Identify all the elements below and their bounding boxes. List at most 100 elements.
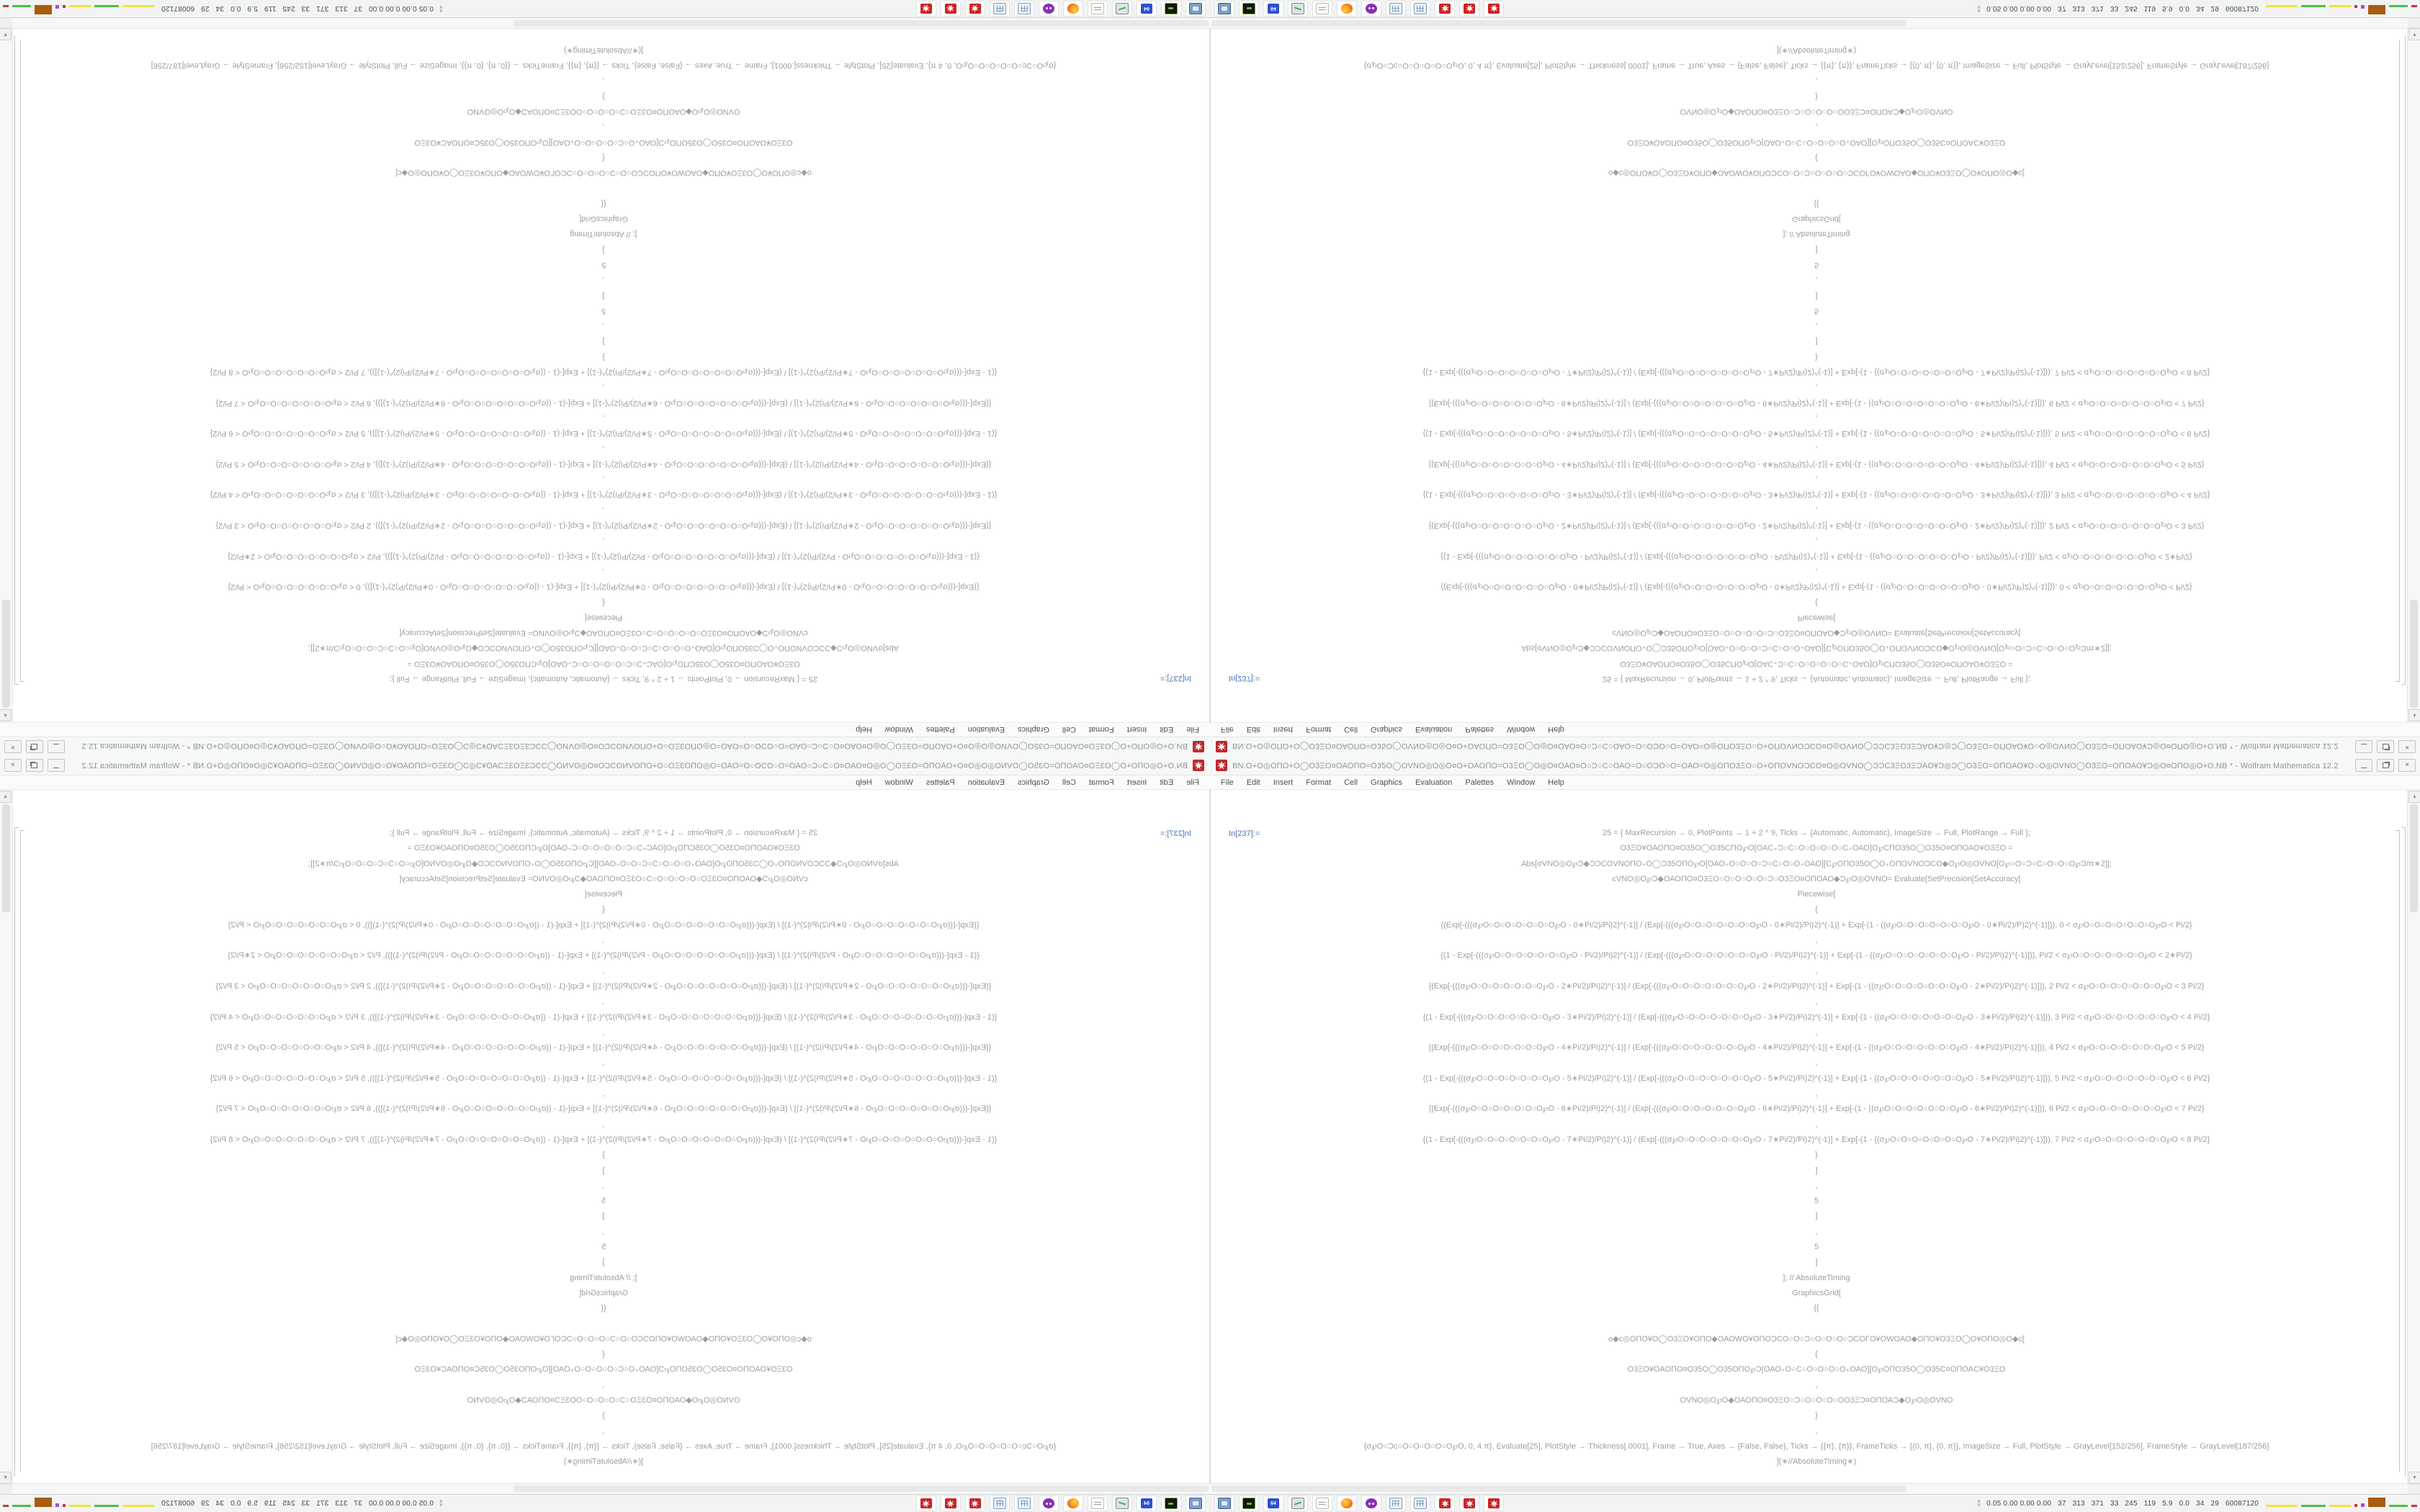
code-line[interactable]: {(Exp[-(((σ℘Ο○Ο○Ο○Ο○Ο○Ο○Ο℘Ο - 2∗Pi/2)/Pi… bbox=[215, 521, 992, 531]
code-line[interactable]: , bbox=[1815, 997, 1818, 1007]
code-line[interactable]: o◆c◎ΟΠΟ¥Ο◯Ο3ΞΟ¥ΟΠΟ◆ΟΑΟWΟ¥ΟΠΟƆCΟ○Ο○Ɔ○Ο○Ο○… bbox=[1608, 1334, 2025, 1344]
vertical-scrollbar[interactable]: ▲ ▼ bbox=[2407, 790, 2420, 1485]
code-line[interactable]: {(1 - Exp[-(((σ℘Ο○Ο○Ο○Ο○Ο○Ο○Ο℘Ο - Pi/2)/… bbox=[228, 951, 980, 960]
boot-drive-icon[interactable] bbox=[1161, 1, 1181, 17]
code-line[interactable]: cVΝΟ◎Ο℘Ɔ◆ΟΑΟΠΟ¤Ο3ΞΟ○Ο○Ο○Ο○Ο○Ɔ○Ο3ΞΟ¤ΟΠΟΑΟ… bbox=[1612, 874, 2021, 883]
code-line[interactable]: {(1 - Exp[-(((σ℘Ο○Ο○Ο○Ο○Ο○Ο○Ο℘Ο - Pi/2)/… bbox=[1440, 951, 2192, 960]
code-line[interactable]: { bbox=[1815, 905, 1818, 914]
code-line[interactable]: ] bbox=[1815, 1166, 1818, 1175]
scroll-down-button[interactable]: ▼ bbox=[2408, 28, 2420, 40]
menu-item-graphics[interactable]: Graphics bbox=[1371, 778, 1403, 787]
owl-app-icon[interactable] bbox=[1361, 1495, 1381, 1511]
restore-button[interactable] bbox=[2377, 759, 2394, 772]
close-button[interactable]: × bbox=[2398, 759, 2416, 772]
code-line[interactable] bbox=[1250, 1470, 2383, 1485]
code-line[interactable]: Abs[σVΝΟ◎Ο℘Ɔ◆ƆƆCΟVΝΟΠΟ₊Ο◯Ɔ35ΟΠΟ℘Ο[ΟΑΟ₊Ο○… bbox=[1521, 644, 2112, 653]
menu-item-file[interactable]: File bbox=[1186, 725, 1199, 734]
menu-item-palettes[interactable]: Palettes bbox=[1465, 778, 1494, 787]
code-line[interactable]: { bbox=[1815, 153, 1818, 162]
code-line[interactable]: , bbox=[602, 383, 605, 392]
code-line[interactable]: {(1 - Exp[-(((σ℘Ο○Ο○Ο○Ο○Ο○Ο○Ο℘Ο - 7∗Pi/2… bbox=[210, 1135, 998, 1144]
boot-drive-icon[interactable] bbox=[1239, 1, 1259, 17]
menu-item-format[interactable]: Format bbox=[1306, 778, 1332, 787]
notebook-content[interactable]: In[237]:= 25 = { MaxRecursion → 0, PlotP… bbox=[0, 27, 1210, 722]
menu-item-insert[interactable]: Insert bbox=[1273, 725, 1294, 734]
code-line[interactable]: , bbox=[1815, 413, 1818, 423]
code-line[interactable]: { bbox=[1815, 1350, 1818, 1359]
cell-bracket-inner[interactable] bbox=[2396, 40, 2400, 682]
mathematica-icon-2[interactable] bbox=[941, 1, 961, 17]
mathematica-icon-3[interactable] bbox=[916, 1495, 936, 1511]
code-line[interactable]: , bbox=[602, 276, 605, 285]
code-line[interactable]: {{ bbox=[1814, 199, 1819, 208]
code-line[interactable]: Piecewise[ bbox=[1797, 890, 1836, 899]
code-line[interactable] bbox=[37, 1317, 1170, 1332]
mathematica-icon-3[interactable] bbox=[1484, 1, 1504, 17]
cell-bracket-outer[interactable] bbox=[2401, 36, 2406, 685]
code-line[interactable]: {(Exp[-(((σ℘Ο○Ο○Ο○Ο○Ο○Ο○Ο℘Ο - 2∗Pi/2)/Pi… bbox=[1428, 521, 2205, 531]
code-line[interactable]: , bbox=[602, 444, 605, 454]
calculator-icon-2[interactable] bbox=[990, 1495, 1010, 1511]
menu-item-evaluation[interactable]: Evaluation bbox=[967, 778, 1005, 787]
code-line[interactable]: {(Exp[-(((σ℘Ο○Ο○Ο○Ο○Ο○Ο○Ο℘Ο - 0∗Pi/2)/Pi… bbox=[1440, 920, 2192, 930]
code-line[interactable]: {σ℘Ο○Ɔc○Ο○Ο○Ο○Ο○Ο℘Ο, 0, 4 π}, Evaluate[2… bbox=[151, 1441, 1057, 1451]
code-line[interactable]: 5 bbox=[601, 1243, 606, 1252]
menu-item-evaluation[interactable]: Evaluation bbox=[1415, 778, 1453, 787]
code-line[interactable]: , bbox=[1815, 1426, 1818, 1436]
notepad-icon[interactable] bbox=[1312, 1, 1332, 17]
code-line[interactable]: ]; // AbsoluteTiming bbox=[570, 230, 637, 239]
code-line[interactable]: , bbox=[602, 1058, 605, 1068]
code-line[interactable]: , bbox=[1815, 1089, 1818, 1099]
calculator-icon-2[interactable] bbox=[1410, 1495, 1430, 1511]
code-line[interactable]: 25 = { MaxRecursion → 0, PlotPoints → 1 … bbox=[390, 675, 817, 683]
restore-button[interactable] bbox=[26, 759, 43, 772]
mathematica-icon-2[interactable] bbox=[1459, 1495, 1479, 1511]
menu-item-evaluation[interactable]: Evaluation bbox=[1415, 725, 1453, 734]
code-line[interactable]: ] bbox=[1815, 245, 1818, 254]
horizontal-scrollbar[interactable] bbox=[12, 1483, 1210, 1495]
cell-bracket-inner[interactable] bbox=[2396, 830, 2400, 1472]
code-line[interactable]: ] bbox=[602, 291, 605, 300]
system-settings-icon[interactable] bbox=[1186, 1, 1206, 17]
code-line[interactable]: ] bbox=[602, 245, 605, 254]
notepad-icon[interactable] bbox=[1312, 1495, 1332, 1511]
code-line[interactable]: {(Exp[-(((σ℘Ο○Ο○Ο○Ο○Ο○Ο○Ο℘Ο - 6∗Pi/2)/Pi… bbox=[1428, 1104, 2205, 1114]
cell-bracket-inner[interactable] bbox=[20, 40, 24, 682]
minimize-button[interactable] bbox=[2355, 759, 2372, 772]
window-titlebar[interactable]: ΒΝ.Ο+Ο◎ΟΠΟ+Ο◯Ο3ΞΟ¤ΟΑΟΠΟ=Ο35Ο◯ΟVΝΟ◎Ο◎Ο¤Ο+… bbox=[1210, 737, 2420, 756]
code-line[interactable]: 5 bbox=[1814, 1243, 1819, 1252]
code-line[interactable] bbox=[37, 1470, 1170, 1485]
tray-expander-icon[interactable]: ∧ ∨ bbox=[439, 1499, 443, 1508]
code-line[interactable]: {(1 - Exp[-(((σ℘Ο○Ο○Ο○Ο○Ο○Ο○Ο℘Ο - 3∗Pi/2… bbox=[210, 1012, 998, 1022]
code-line[interactable]: {(Exp[-(((σ℘Ο○Ο○Ο○Ο○Ο○Ο○Ο℘Ο - 4∗Pi/2)/Pi… bbox=[215, 459, 992, 469]
horizontal-scroll-thumb[interactable] bbox=[514, 1485, 1209, 1492]
code-line[interactable]: , bbox=[1815, 276, 1818, 285]
code-line[interactable]: cVΝΟ◎Ο℘Ɔ◆ΟΑΟΠΟ¤Ο3ΞΟ○Ο○Ο○Ο○Ο○Ɔ○Ο3ΞΟ¤ΟΠΟΑΟ… bbox=[399, 629, 808, 638]
code-line[interactable]: {(1 - Exp[-(((σ℘Ο○Ο○Ο○Ο○Ο○Ο○Ο℘Ο - Pi/2)/… bbox=[228, 552, 980, 561]
code-line[interactable]: ] bbox=[602, 1166, 605, 1175]
minimize-button[interactable] bbox=[2355, 740, 2372, 753]
vertical-scrollbar[interactable]: ▲ ▼ bbox=[0, 790, 13, 1485]
code-line[interactable]: } bbox=[1815, 1411, 1818, 1421]
performance-monitor-icon[interactable] bbox=[1288, 1495, 1308, 1511]
code-line[interactable] bbox=[37, 27, 1170, 42]
menu-item-evaluation[interactable]: Evaluation bbox=[967, 725, 1005, 734]
menu-item-format[interactable]: Format bbox=[1088, 778, 1114, 787]
code-line[interactable]: Ο3ΞΟ¥ΟΑΟΠΟ¤Ο35Ο◯Ο35CΠΟ℘Ο[ΟΑC₊Ɔ○C○Ο○Ο○Ο○Ο… bbox=[1620, 659, 2013, 668]
menu-item-cell[interactable]: Cell bbox=[1344, 778, 1358, 787]
code-line[interactable]: {(1 - Exp[-(((σ℘Ο○Ο○Ο○Ο○Ο○Ο○Ο℘Ο - 5∗Pi/2… bbox=[210, 1074, 998, 1083]
code-line[interactable]: , bbox=[602, 1227, 605, 1236]
code-line[interactable]: 25 = { MaxRecursion → 0, PlotPoints → 1 … bbox=[390, 829, 817, 837]
code-line[interactable]: } bbox=[1815, 1151, 1818, 1160]
code-line[interactable]: Abs[σVΝΟ◎Ο℘Ɔ◆ƆƆCΟVΝΟΠΟ₊Ο◯Ɔ35ΟΠΟ℘Ο[ΟΑΟ₊Ο○… bbox=[1521, 859, 2112, 868]
horizontal-scroll-thumb[interactable] bbox=[1211, 1485, 1906, 1492]
code-line[interactable]: {(1 - Exp[-(((σ℘Ο○Ο○Ο○Ο○Ο○Ο○Ο℘Ο - Pi/2)/… bbox=[1440, 552, 2192, 561]
tray-expander-icon[interactable]: ∧ ∨ bbox=[439, 4, 443, 13]
cell-bracket-outer[interactable] bbox=[2401, 827, 2406, 1476]
code-line[interactable]: , bbox=[1815, 1380, 1818, 1390]
calculator-icon[interactable] bbox=[1386, 1495, 1406, 1511]
vertical-scrollbar[interactable]: ▲ ▼ bbox=[2407, 27, 2420, 722]
firefox-icon[interactable] bbox=[1063, 1495, 1083, 1511]
code-line[interactable]: , bbox=[602, 1181, 605, 1190]
code-line[interactable]: ] bbox=[1815, 1258, 1818, 1267]
